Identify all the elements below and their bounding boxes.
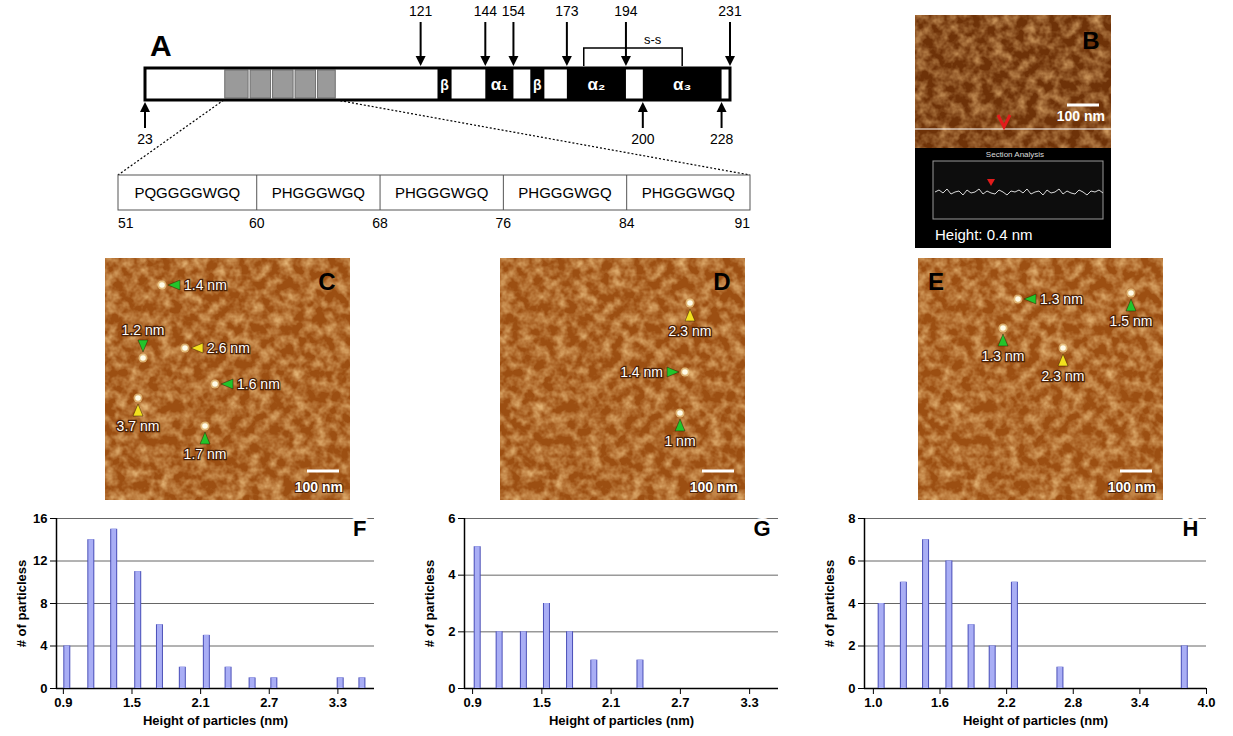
svg-text:A: A xyxy=(150,29,172,62)
svg-text:76: 76 xyxy=(496,215,512,231)
svg-text:8: 8 xyxy=(40,596,47,611)
svg-text:1.0: 1.0 xyxy=(864,695,882,710)
svg-text:84: 84 xyxy=(619,215,635,231)
svg-text:1.3 nm: 1.3 nm xyxy=(1040,291,1083,307)
svg-text:F: F xyxy=(353,516,366,541)
svg-text:154: 154 xyxy=(502,3,526,19)
svg-text:0: 0 xyxy=(848,681,855,696)
svg-text:# of particless: # of particless xyxy=(822,560,837,647)
svg-text:# of particless: # of particless xyxy=(422,560,437,647)
svg-text:100 nm: 100 nm xyxy=(690,479,738,495)
svg-text:α₁: α₁ xyxy=(491,75,508,94)
svg-text:3.3: 3.3 xyxy=(329,695,347,710)
svg-text:Section Analysis: Section Analysis xyxy=(986,150,1044,159)
svg-text:1.4 nm: 1.4 nm xyxy=(620,364,663,380)
svg-text:E: E xyxy=(928,268,944,295)
svg-text:2.3 nm: 2.3 nm xyxy=(1042,368,1085,384)
svg-text:91: 91 xyxy=(734,215,750,231)
svg-text:1 nm: 1 nm xyxy=(664,433,695,449)
svg-text:C: C xyxy=(318,268,335,295)
svg-text:s-s: s-s xyxy=(644,32,662,47)
svg-text:3.3: 3.3 xyxy=(741,695,759,710)
svg-text:α₃: α₃ xyxy=(673,75,691,94)
svg-text:194: 194 xyxy=(614,3,638,19)
svg-text:1.6: 1.6 xyxy=(931,695,949,710)
svg-text:Height of particles (nm): Height of particles (nm) xyxy=(549,713,694,728)
svg-text:0: 0 xyxy=(448,681,455,696)
svg-text:100 nm: 100 nm xyxy=(295,479,343,495)
svg-text:100 nm: 100 nm xyxy=(1057,108,1105,124)
svg-text:1.7 nm: 1.7 nm xyxy=(184,446,227,462)
svg-text:PHGGGWGQ: PHGGGWGQ xyxy=(642,184,735,201)
svg-text:PHGGGWGQ: PHGGGWGQ xyxy=(395,184,488,201)
svg-text:173: 173 xyxy=(555,3,579,19)
svg-text:2.1: 2.1 xyxy=(192,695,210,710)
svg-text:23: 23 xyxy=(137,131,153,147)
svg-text:1.5: 1.5 xyxy=(123,695,141,710)
svg-text:2: 2 xyxy=(848,638,855,653)
svg-text:121: 121 xyxy=(409,3,433,19)
svg-text:4: 4 xyxy=(448,567,456,582)
svg-text:3.4: 3.4 xyxy=(1131,695,1150,710)
svg-text:2.7: 2.7 xyxy=(260,695,278,710)
svg-text:16: 16 xyxy=(33,511,47,526)
svg-text:2.6 nm: 2.6 nm xyxy=(207,340,250,356)
svg-text:0.9: 0.9 xyxy=(54,695,72,710)
svg-text:Height of particles (nm): Height of particles (nm) xyxy=(963,713,1108,728)
svg-text:2.3 nm: 2.3 nm xyxy=(669,323,712,339)
svg-text:1.6 nm: 1.6 nm xyxy=(237,376,280,392)
svg-text:# of particless: # of particless xyxy=(14,560,29,647)
svg-text:1.5: 1.5 xyxy=(533,695,551,710)
svg-text:2: 2 xyxy=(448,624,455,639)
svg-text:1.5 nm: 1.5 nm xyxy=(1110,313,1153,329)
svg-text:12: 12 xyxy=(33,553,47,568)
svg-text:G: G xyxy=(753,516,770,541)
svg-text:PHGGGWGQ: PHGGGWGQ xyxy=(518,184,611,201)
svg-text:3.7 nm: 3.7 nm xyxy=(117,418,160,434)
svg-text:231: 231 xyxy=(718,3,742,19)
svg-text:0.9: 0.9 xyxy=(464,695,482,710)
svg-text:α₂: α₂ xyxy=(587,75,605,94)
svg-text:4: 4 xyxy=(848,596,856,611)
svg-text:β: β xyxy=(533,77,542,93)
svg-text:60: 60 xyxy=(249,215,265,231)
svg-text:β: β xyxy=(440,77,449,93)
svg-text:2.1: 2.1 xyxy=(602,695,620,710)
svg-text:Height: 0.4 nm: Height: 0.4 nm xyxy=(935,226,1033,243)
svg-text:8: 8 xyxy=(848,511,855,526)
svg-text:PHGGGWGQ: PHGGGWGQ xyxy=(272,184,365,201)
svg-text:0: 0 xyxy=(40,681,47,696)
svg-text:2.8: 2.8 xyxy=(1064,695,1082,710)
svg-text:Height of particles (nm): Height of particles (nm) xyxy=(143,713,288,728)
svg-text:H: H xyxy=(1183,516,1199,541)
svg-text:6: 6 xyxy=(848,553,855,568)
svg-text:200: 200 xyxy=(631,131,655,147)
svg-text:6: 6 xyxy=(448,511,455,526)
svg-text:1.4 nm: 1.4 nm xyxy=(184,277,227,293)
svg-text:1.2 nm: 1.2 nm xyxy=(122,322,165,338)
svg-text:1.3 nm: 1.3 nm xyxy=(982,348,1025,364)
svg-text:100 nm: 100 nm xyxy=(1108,479,1156,495)
svg-text:51: 51 xyxy=(118,215,134,231)
svg-text:228: 228 xyxy=(710,131,734,147)
svg-text:144: 144 xyxy=(474,3,498,19)
svg-text:2.7: 2.7 xyxy=(671,695,689,710)
svg-text:B: B xyxy=(1082,27,1099,54)
svg-text:D: D xyxy=(713,268,730,295)
svg-text:4.0: 4.0 xyxy=(1197,695,1215,710)
svg-text:4: 4 xyxy=(40,638,48,653)
svg-text:68: 68 xyxy=(372,215,388,231)
svg-text:PQGGGGWGQ: PQGGGGWGQ xyxy=(134,184,240,201)
svg-text:2.2: 2.2 xyxy=(998,695,1016,710)
